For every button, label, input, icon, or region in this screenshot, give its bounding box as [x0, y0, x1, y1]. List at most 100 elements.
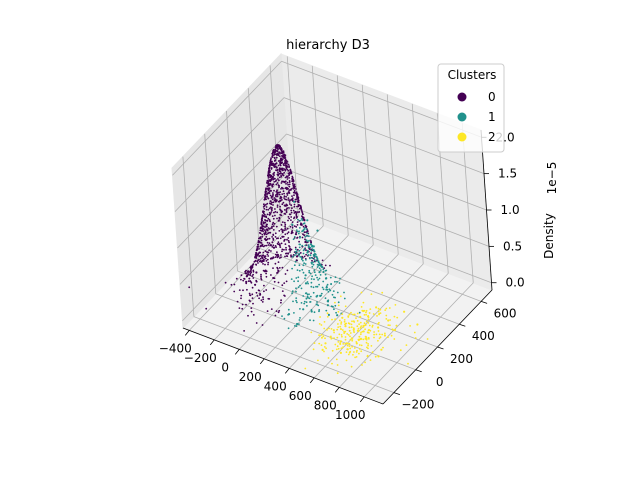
data-point-cluster-1	[327, 313, 330, 316]
scatter-point-cluster-2	[365, 309, 368, 312]
scatter-point-cluster-0	[264, 257, 267, 260]
scatter-point-cluster-0	[286, 192, 288, 195]
scatter-point-cluster-0	[261, 228, 264, 230]
scatter-point-cluster-2	[376, 315, 378, 317]
scatter-point-cluster-0	[309, 240, 312, 242]
scatter-point-cluster-0	[280, 161, 282, 164]
grid-line-z-back	[288, 169, 490, 247]
data-point-cluster-0	[278, 169, 281, 172]
scatter-point-cluster-2	[353, 347, 356, 349]
scatter-point-cluster-2	[426, 338, 429, 340]
scatter-point-cluster-1	[307, 254, 310, 256]
scatter-point-cluster-0	[261, 217, 263, 220]
scatter-point-cluster-1	[321, 286, 324, 289]
scatter-point-cluster-2	[347, 316, 350, 318]
scatter-point-cluster-1	[294, 251, 297, 253]
scatter-point-cluster-1	[316, 257, 319, 260]
scatter-point-cluster-0	[305, 225, 308, 228]
scatter-point-cluster-1	[298, 227, 301, 229]
scatter-point-cluster-1	[309, 295, 312, 298]
scatter-point-cluster-1	[316, 266, 319, 268]
data-point-cluster-2	[380, 348, 383, 351]
scatter-point-cluster-0	[288, 217, 291, 220]
scatter-point-cluster-0	[283, 239, 286, 241]
scatter-point-cluster-0	[265, 236, 268, 238]
scatter-point-cluster-2	[385, 318, 388, 320]
scatter-point-cluster-1	[307, 282, 309, 285]
scatter-point-cluster-0	[268, 228, 271, 230]
scatter-point-cluster-2	[359, 321, 362, 324]
scatter-point-cluster-0	[287, 172, 290, 175]
scatter-point-cluster-1	[312, 291, 315, 294]
data-point-cluster-2	[364, 335, 367, 338]
scatter-point-cluster-0	[281, 180, 283, 183]
scatter-point-cluster-2	[364, 324, 367, 327]
scatter-point-cluster-0	[274, 194, 277, 197]
scatter-point-cluster-0	[266, 310, 269, 312]
scatter-point-cluster-2	[360, 325, 363, 327]
data-point-cluster-2	[339, 351, 342, 354]
scatter-point-cluster-1	[310, 281, 313, 284]
scatter-point-cluster-2	[318, 334, 320, 337]
scatter-point-cluster-0	[280, 211, 283, 214]
scatter-point-cluster-1	[334, 276, 337, 279]
scatter-point-cluster-1	[334, 304, 337, 307]
scatter-point-cluster-0	[269, 171, 271, 174]
scatter-point-cluster-2	[353, 351, 355, 353]
scatter-point-cluster-0	[274, 153, 277, 156]
scatter-point-cluster-2	[346, 333, 349, 335]
scatter-point-cluster-0	[273, 151, 275, 154]
scatter-point-cluster-0	[303, 234, 306, 237]
data-point-cluster-0	[272, 246, 276, 249]
scatter-point-cluster-2	[337, 347, 340, 350]
scatter-point-cluster-2	[345, 342, 348, 344]
z-axis-offset-label: 1e−5	[545, 162, 559, 195]
scatter-point-cluster-2	[350, 365, 353, 368]
scatter-point-cluster-0	[274, 232, 277, 235]
scatter-point-cluster-1	[309, 319, 311, 322]
scatter-point-cluster-1	[301, 268, 304, 271]
scatter-point-cluster-0	[259, 257, 262, 260]
scatter-point-cluster-1	[292, 238, 295, 241]
scatter-point-cluster-0	[274, 147, 277, 149]
scatter-point-cluster-2	[375, 333, 378, 336]
scatter-point-cluster-0	[276, 251, 278, 254]
scatter-point-cluster-1	[300, 258, 303, 261]
scatter-point-cluster-0	[267, 208, 270, 211]
scatter-point-cluster-0	[266, 196, 268, 198]
data-point-cluster-1	[312, 245, 315, 248]
scatter-point-cluster-0	[300, 206, 302, 209]
scatter-point-cluster-0	[305, 249, 307, 252]
scatter-point-cluster-0	[269, 200, 272, 203]
scatter-point-cluster-1	[318, 310, 320, 313]
scatter-point-cluster-2	[341, 313, 344, 315]
data-point-cluster-0	[255, 271, 258, 274]
scatter-point-cluster-2	[365, 313, 367, 316]
legend-marker-cluster-2	[457, 132, 467, 142]
scatter-point-cluster-1	[320, 292, 323, 295]
scatter-point-cluster-0	[262, 225, 265, 228]
scatter-point-cluster-0	[270, 157, 272, 160]
scatter-point-cluster-1	[301, 219, 304, 222]
scatter-point-cluster-1	[312, 286, 315, 289]
scatter-point-cluster-2	[374, 355, 377, 358]
scatter-point-cluster-0	[269, 231, 272, 234]
scatter-point-cluster-0	[233, 290, 236, 293]
scatter-point-cluster-0	[267, 255, 270, 257]
scatter-point-cluster-1	[316, 276, 318, 279]
scatter-point-cluster-0	[263, 205, 266, 207]
grid-line-z-side	[172, 60, 282, 176]
scatter-point-cluster-1	[324, 269, 327, 272]
scatter-point-cluster-2	[353, 313, 356, 316]
scatter-point-cluster-0	[251, 275, 254, 277]
data-point-cluster-2	[362, 309, 365, 313]
scatter-point-cluster-0	[283, 229, 286, 232]
scatter-point-cluster-2	[350, 323, 353, 326]
scatter-point-cluster-0	[270, 274, 272, 276]
scatter-point-cluster-0	[297, 201, 300, 204]
scatter-point-cluster-0	[265, 208, 268, 211]
scatter-point-cluster-0	[260, 273, 262, 276]
scatter-point-cluster-0	[293, 194, 295, 197]
scatter-point-cluster-0	[262, 296, 264, 299]
scatter-point-cluster-0	[283, 212, 286, 215]
